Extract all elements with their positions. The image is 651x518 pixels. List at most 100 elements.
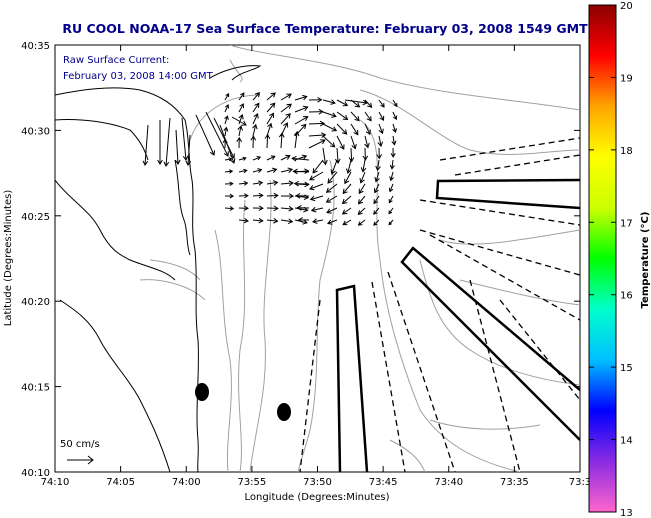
lane-dash	[419, 229, 580, 276]
current-vector	[359, 171, 366, 184]
y-tick-label: 40:20	[21, 297, 50, 308]
current-vector	[294, 105, 309, 113]
y-axis-label: Latitude (Degrees:Minutes)	[3, 190, 14, 327]
coastline-path	[59, 299, 171, 472]
current-vector	[163, 117, 171, 167]
contour-line	[139, 259, 206, 301]
current-vector	[266, 112, 274, 125]
colorbar-tick-label: 18	[620, 146, 633, 157]
current-vector	[238, 218, 249, 224]
current-vector	[293, 130, 300, 149]
current-vector	[350, 135, 357, 150]
current-vector	[357, 207, 366, 216]
x-tick-label: 73:40	[434, 477, 463, 488]
current-vector	[238, 168, 248, 174]
current-vector	[375, 159, 381, 172]
current-vector	[374, 171, 380, 183]
current-vector	[185, 134, 192, 166]
current-vector	[266, 205, 279, 212]
current-vector	[376, 147, 383, 160]
x-tick-label: 74:10	[41, 477, 70, 488]
current-vector	[388, 183, 394, 193]
current-vector	[341, 207, 352, 215]
current-vector	[224, 181, 234, 187]
current-vector	[297, 217, 310, 223]
current-vector	[252, 168, 263, 173]
lane-dash	[439, 137, 580, 161]
current-vector	[360, 159, 367, 173]
current-vector	[231, 116, 247, 126]
current-vector	[237, 125, 243, 137]
current-vector	[252, 217, 264, 224]
contour-line	[229, 59, 243, 83]
x-tick-label: 73:35	[500, 477, 529, 488]
current-vector	[224, 169, 234, 174]
current-vector	[308, 139, 326, 149]
current-vector	[222, 138, 228, 149]
current-vector	[309, 171, 324, 181]
contour-line	[297, 159, 335, 472]
colorbar-gradient	[588, 4, 617, 513]
current-vector	[238, 156, 247, 161]
current-vector	[373, 183, 380, 194]
current-vector	[342, 183, 352, 195]
current-vector	[388, 219, 394, 226]
lane-boundaries	[335, 178, 580, 472]
current-vector	[238, 205, 249, 211]
current-vector	[389, 171, 395, 182]
current-vector	[294, 94, 308, 101]
current-vector	[373, 195, 380, 205]
current-vector	[309, 195, 324, 202]
colorbar-tick-label: 13	[620, 508, 633, 518]
colorbar-tick-label: 15	[620, 363, 633, 374]
colorbar-tick-label: 14	[620, 436, 633, 447]
y-tick-label: 40:25	[21, 212, 50, 223]
scale-label: 50 cm/s	[60, 439, 100, 450]
current-vector	[336, 111, 349, 121]
current-vector	[310, 206, 324, 213]
current-vector	[364, 135, 370, 149]
current-vector	[322, 111, 337, 118]
current-vector	[252, 156, 262, 161]
coastline-path	[174, 159, 191, 256]
y-tick-label: 40:10	[21, 468, 50, 479]
contour-line	[439, 229, 580, 245]
current-vector	[266, 180, 279, 186]
contour-line	[389, 439, 426, 472]
colorbar-label: Temperature (°C)	[640, 212, 651, 309]
shipping-lanes	[299, 137, 580, 472]
current-vector	[322, 123, 338, 132]
current-vector	[373, 207, 380, 215]
current-vector	[238, 180, 249, 186]
current-vector	[336, 135, 345, 150]
current-vector	[292, 168, 310, 175]
current-vector	[280, 154, 291, 161]
current-vector	[388, 195, 394, 204]
current-vector	[322, 147, 328, 166]
lane-dash	[429, 234, 580, 321]
current-vector	[390, 147, 396, 158]
current-vector	[278, 132, 285, 149]
bathymetry-contours	[139, 45, 580, 472]
contour-line	[238, 199, 246, 472]
lane-dash	[499, 299, 580, 401]
current-vector	[266, 155, 276, 161]
current-vector	[252, 180, 264, 186]
current-vector	[392, 111, 398, 121]
coastline	[55, 65, 262, 472]
current-vector	[342, 219, 352, 226]
map-title: RU COOL NOAA-17 Sea Surface Temperature:…	[62, 21, 588, 36]
current-vector	[364, 99, 373, 108]
current-vector	[350, 123, 359, 136]
current-vector	[327, 171, 338, 184]
current-vector	[294, 116, 309, 125]
y-tick-label: 40:15	[21, 383, 50, 394]
current-vector	[280, 167, 294, 173]
scale-arrow	[67, 455, 94, 465]
current-vector	[312, 218, 324, 224]
coastline-path	[55, 179, 176, 281]
contour-line	[214, 229, 232, 472]
current-vector	[341, 195, 352, 205]
x-tick-label: 74:00	[172, 477, 201, 488]
current-vector	[336, 99, 349, 107]
